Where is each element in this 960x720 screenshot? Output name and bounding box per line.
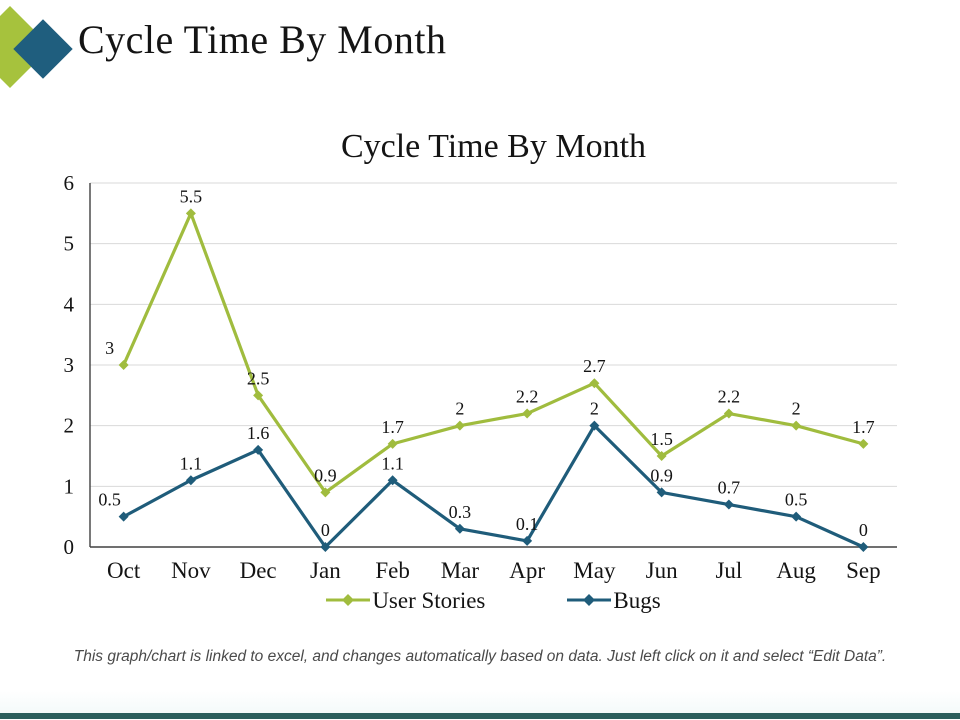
- x-tick-label: Sep: [846, 558, 881, 583]
- point-marker: [522, 408, 533, 419]
- point-marker: [522, 535, 533, 546]
- point-marker: [791, 420, 802, 431]
- x-tick-label: Jul: [715, 558, 742, 583]
- series-line-bugs: [122, 424, 865, 549]
- chart-title: Cycle Time By Month: [340, 128, 647, 165]
- data-label: 5.5: [180, 186, 203, 206]
- chart-legend: User Stories Bugs: [90, 586, 897, 614]
- data-label: 2: [455, 399, 464, 419]
- data-label: 1.7: [381, 417, 404, 437]
- point-marker: [454, 420, 465, 431]
- point-marker: [656, 451, 667, 461]
- y-tick-label: 1: [64, 474, 75, 498]
- x-tick-label: Feb: [375, 558, 410, 583]
- bottom-accent-bar: [0, 713, 960, 719]
- x-tick-label: May: [573, 558, 616, 583]
- data-label: 0.9: [314, 465, 337, 485]
- legend-line-marker-icon: [567, 594, 612, 606]
- point-marker: [858, 542, 869, 552]
- point-marker: [589, 420, 600, 431]
- data-label: 1.1: [180, 453, 203, 473]
- data-label: 0: [321, 520, 330, 540]
- point-marker: [185, 208, 196, 219]
- data-label: 1.5: [650, 429, 673, 449]
- data-label: 2.2: [516, 387, 539, 407]
- point-marker: [253, 390, 264, 401]
- data-label: 1.7: [852, 417, 875, 437]
- data-label: 0.9: [650, 465, 673, 485]
- data-label: 0: [859, 520, 868, 540]
- point-marker: [387, 475, 398, 486]
- x-tick-label: Aug: [776, 558, 816, 583]
- x-tick-label: Jun: [646, 558, 678, 583]
- y-tick-label: 3: [64, 353, 75, 377]
- data-label: 1.1: [381, 453, 404, 473]
- x-tick-label: Dec: [240, 558, 277, 583]
- point-marker: [185, 475, 196, 486]
- y-tick-label: 6: [64, 171, 75, 195]
- data-label: 2: [590, 399, 599, 419]
- x-tick-label: Mar: [441, 558, 480, 583]
- point-marker: [791, 511, 802, 522]
- data-label: 0.5: [98, 490, 121, 510]
- data-label: 3: [105, 338, 114, 358]
- data-label: 0.1: [516, 514, 539, 534]
- y-tick-label: 2: [64, 414, 75, 438]
- data-label: 2.5: [247, 368, 270, 388]
- point-marker: [454, 523, 465, 534]
- y-tick-label: 5: [64, 232, 75, 256]
- x-tick-label: Nov: [171, 558, 211, 583]
- data-label: 2.2: [718, 387, 741, 407]
- x-tick-label: Jan: [310, 558, 341, 583]
- point-marker: [656, 487, 667, 498]
- slide-header-title: Cycle Time By Month: [78, 17, 447, 62]
- x-tick-label: Oct: [107, 558, 141, 583]
- data-label: 2.7: [583, 356, 606, 376]
- point-marker: [118, 360, 129, 370]
- x-tick-label: Apr: [509, 558, 545, 583]
- point-marker: [723, 408, 734, 419]
- point-marker: [387, 438, 398, 449]
- legend-label-bugs: Bugs: [613, 587, 661, 613]
- legend-item-bugs: Bugs: [567, 587, 661, 613]
- data-label: 1.6: [247, 423, 270, 443]
- series-line-user-stories: [122, 211, 865, 494]
- data-label: 0.3: [449, 502, 472, 522]
- data-label: 2: [792, 399, 801, 419]
- y-tick-label: 4: [64, 292, 75, 316]
- legend-item-user-stories: User Stories: [326, 589, 485, 612]
- footer-note: This graph/chart is linked to excel, and…: [73, 648, 887, 665]
- point-marker: [723, 499, 734, 510]
- point-marker: [320, 487, 331, 498]
- y-tick-label: 0: [64, 535, 75, 559]
- bottom-fade-decoration: [0, 691, 960, 713]
- data-label: 0.5: [785, 490, 808, 510]
- point-marker: [118, 511, 129, 522]
- data-label: 0.7: [718, 478, 741, 498]
- point-marker: [253, 444, 264, 455]
- point-marker: [858, 438, 869, 449]
- point-marker: [589, 378, 600, 389]
- legend-label-user-stories: User Stories: [372, 587, 486, 613]
- point-marker: [320, 542, 331, 552]
- legend-line-marker-icon: [326, 594, 371, 606]
